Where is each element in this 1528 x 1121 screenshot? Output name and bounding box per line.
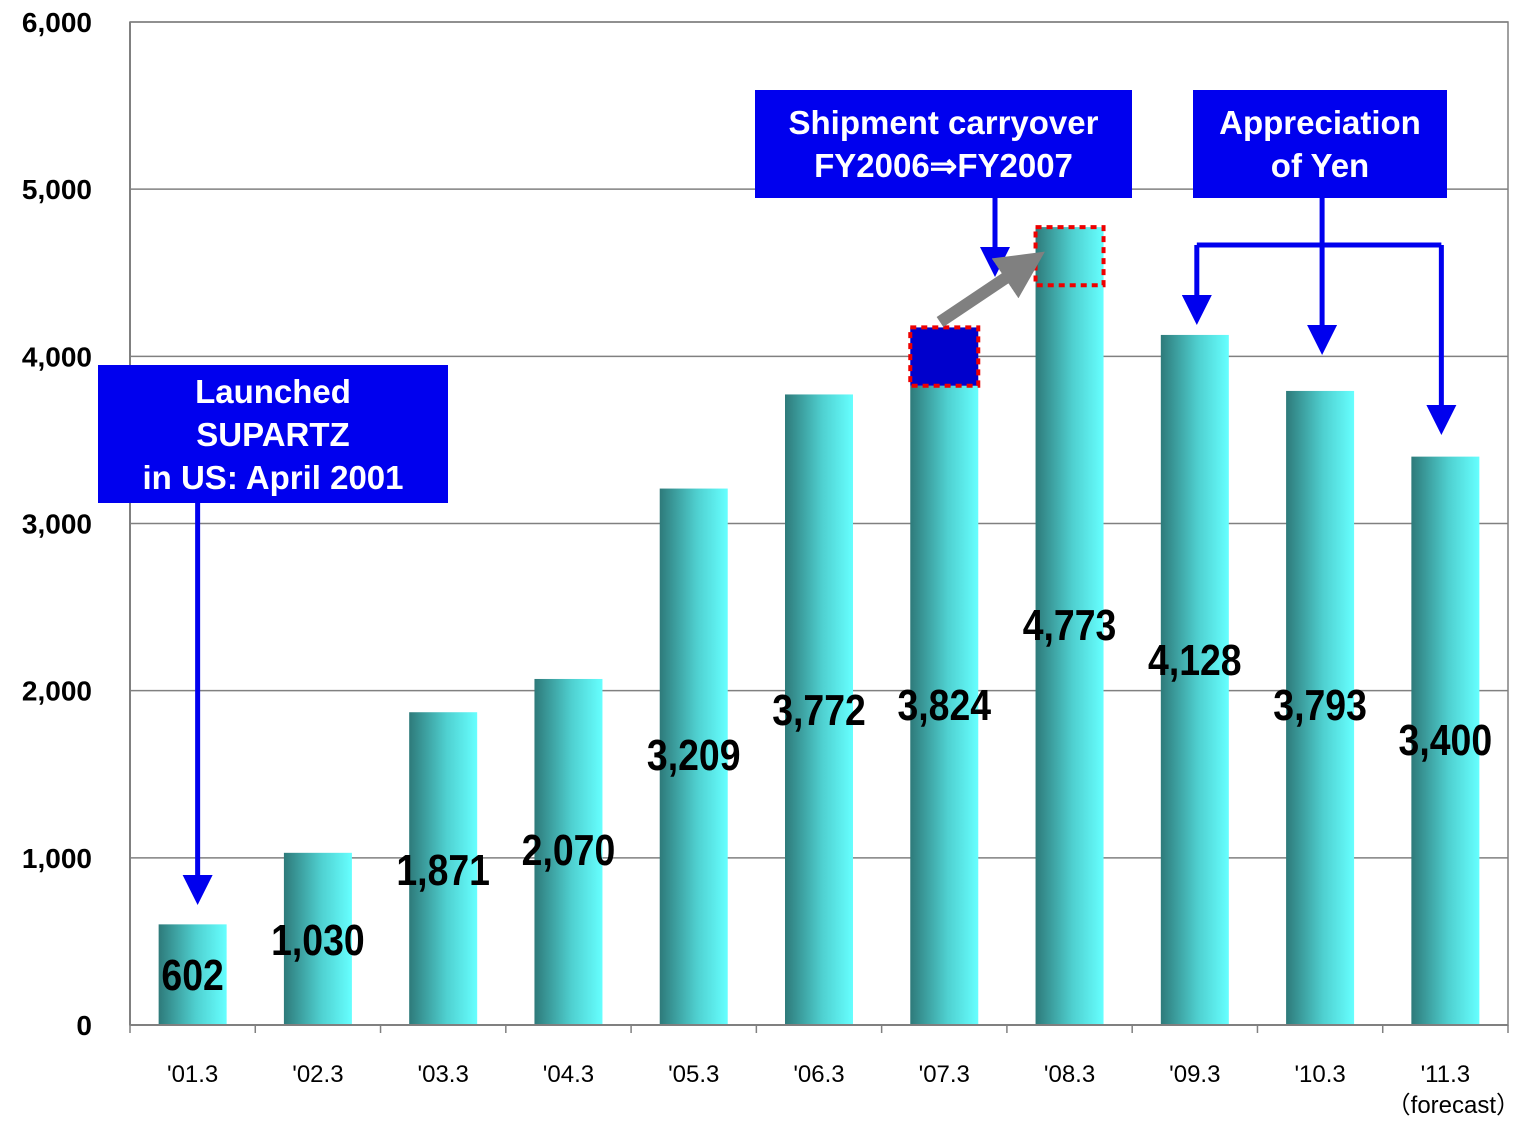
x-tick-label: '10.3 — [1294, 1061, 1345, 1088]
x-tick-label: '11.3 — [1421, 1061, 1471, 1088]
yen-callout-line-2: of Yen — [1270, 147, 1370, 184]
launched-callout-line-1: Launched — [195, 372, 351, 410]
x-tick-label: '07.3 — [919, 1061, 970, 1088]
x-tick-label: '08.3 — [1044, 1061, 1095, 1088]
bar — [910, 385, 979, 1026]
bars-layer — [158, 225, 1480, 1026]
bar — [1286, 390, 1355, 1025]
bar — [534, 678, 603, 1025]
carryover-source-segment — [908, 325, 981, 388]
value-label: 3,400 — [1399, 715, 1493, 765]
carryover-callout: Shipment carryover FY2006⇒FY2007 — [755, 90, 1132, 198]
y-tick-label: 1,000 — [22, 843, 92, 874]
x-tick-label: '04.3 — [543, 1061, 594, 1088]
value-label: 1,871 — [396, 845, 490, 895]
value-label: 4,128 — [1148, 635, 1242, 685]
bar — [785, 394, 853, 1025]
carryover-callout-line-2: FY2006⇒FY2007 — [814, 147, 1073, 184]
y-tick-label: 0 — [76, 1010, 92, 1041]
yen-callout-line-1: Appreciation — [1219, 104, 1421, 141]
x-tick-label: '02.3 — [292, 1061, 343, 1088]
carryover-transfer-arrow — [936, 251, 1045, 327]
y-tick-label: 5,000 — [22, 174, 92, 205]
x-tick-note: （forecast） — [1387, 1092, 1520, 1119]
value-labels-layer: 602 1,030 1,871 2,070 3,209 3,772 3,824 4,773 4,… — [161, 600, 1492, 1000]
bar — [409, 712, 478, 1025]
bar — [1411, 456, 1480, 1026]
value-label: 2,070 — [522, 825, 616, 875]
launched-callout-line-3: in US: April 2001 — [142, 458, 404, 496]
yen-callout: Appreciation of Yen — [1193, 90, 1447, 198]
bar — [158, 924, 227, 1025]
x-tick-label: '01.3 — [167, 1061, 218, 1088]
y-tick-label: 2,000 — [22, 676, 92, 707]
launched-callout: Launched SUPARTZ in US: April 2001 — [98, 365, 448, 503]
y-tick-label: 4,000 — [22, 341, 92, 372]
bar — [659, 488, 728, 1026]
value-label: 3,772 — [772, 685, 866, 735]
x-tick-label: '06.3 — [793, 1061, 844, 1088]
value-label: 1,030 — [271, 915, 365, 965]
bar — [1160, 334, 1229, 1025]
value-label: 602 — [161, 950, 223, 1000]
bar — [1035, 227, 1104, 1025]
value-label: 3,209 — [647, 730, 741, 780]
bar — [283, 852, 352, 1025]
value-label: 4,773 — [1023, 600, 1117, 650]
annotation-arrows-layer — [182, 198, 1457, 905]
value-label: 3,793 — [1273, 680, 1367, 730]
y-tick-label: 3,000 — [22, 509, 92, 540]
y-tick-label: 6,000 — [22, 7, 92, 38]
x-tick-label: '03.3 — [418, 1061, 469, 1088]
carryover-callout-line-1: Shipment carryover — [788, 104, 1099, 141]
x-tick-label: '09.3 — [1169, 1061, 1220, 1088]
value-label: 3,824 — [897, 680, 991, 730]
x-tick-label: '05.3 — [668, 1061, 719, 1088]
launched-callout-line-2: SUPARTZ — [196, 415, 350, 453]
axis-layer: 0 1,000 2,000 3,000 4,000 5,000 6,000 '01.3 '02.… — [22, 7, 1520, 1119]
